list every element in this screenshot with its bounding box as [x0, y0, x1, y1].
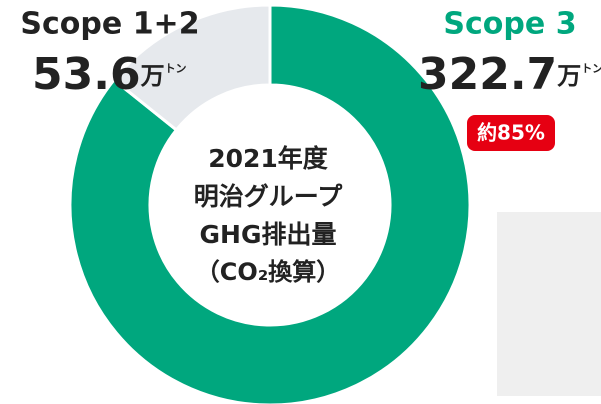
donut-segment	[111, 3, 272, 133]
unit: 万	[141, 62, 165, 90]
unit: 万	[557, 62, 581, 90]
badge	[467, 115, 555, 151]
center-text: （CO₂換算）	[196, 258, 341, 286]
side-panel	[497, 212, 601, 396]
center-text: 2021年度	[208, 144, 328, 173]
scope12-value: 53.6万トン	[32, 49, 187, 100]
badge-text: 約85%	[477, 121, 545, 145]
donut-segment	[68, 3, 472, 404]
center-text: 明治グループ	[194, 182, 344, 211]
value: 322.7	[418, 49, 557, 100]
unit-small: トン	[165, 62, 187, 75]
donut	[68, 3, 472, 404]
scope12-title: Scope 1+2	[20, 7, 199, 42]
unit-small: トン	[581, 62, 601, 75]
center-text: GHG排出量	[200, 220, 337, 249]
scope3-title: Scope 3	[443, 7, 576, 42]
scope3-value: 322.7万トン	[418, 49, 601, 100]
value: 53.6	[32, 49, 141, 100]
